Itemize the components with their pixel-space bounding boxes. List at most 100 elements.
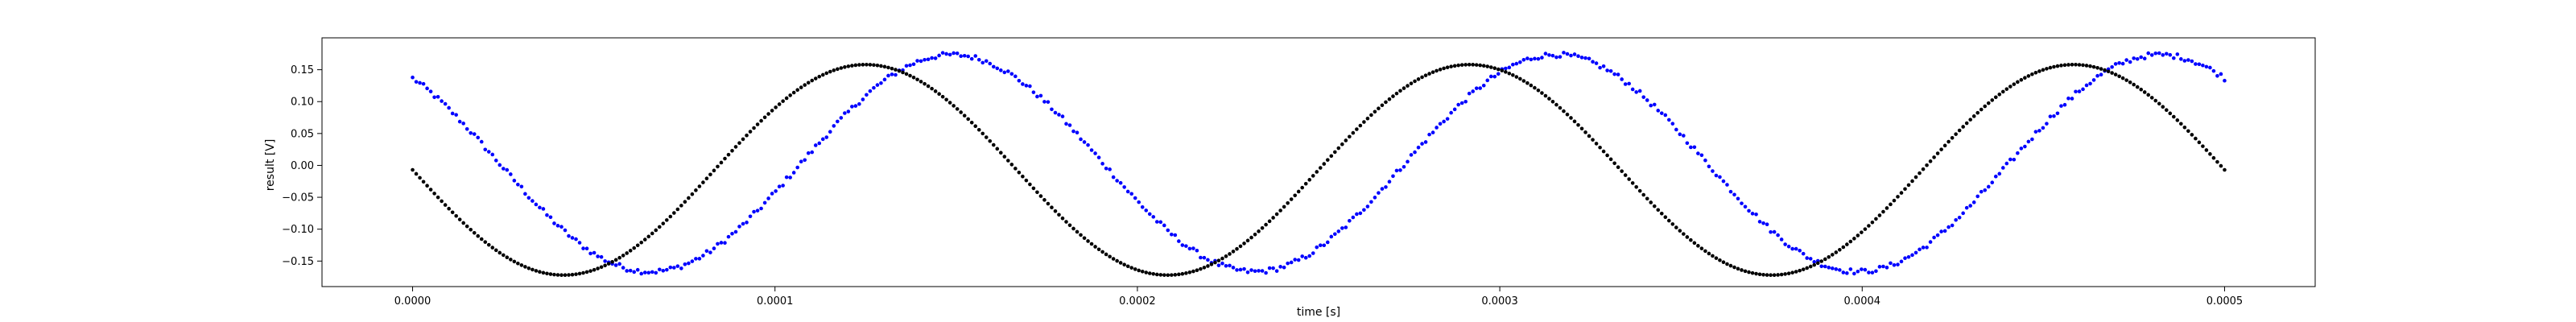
data-point <box>1674 225 1678 229</box>
data-point <box>509 172 513 176</box>
data-point <box>741 137 745 142</box>
data-point <box>1601 149 1606 154</box>
data-point <box>1718 258 1722 262</box>
data-point <box>2120 61 2125 66</box>
data-point <box>1394 91 1399 96</box>
data-point <box>1583 130 1587 134</box>
data-point <box>1311 174 1315 178</box>
data-point <box>1199 266 1203 271</box>
data-point <box>1348 134 1352 139</box>
data-point <box>1641 192 1646 197</box>
data-point <box>440 199 444 204</box>
data-point <box>2194 62 2198 66</box>
data-point <box>908 63 912 68</box>
data-point <box>2066 63 2070 67</box>
data-point <box>548 272 553 276</box>
data-point <box>1550 53 1555 58</box>
data-point <box>2088 81 2092 86</box>
data-point <box>1990 98 1995 102</box>
data-point <box>1765 273 1769 277</box>
data-point <box>1100 250 1104 254</box>
data-point <box>2164 108 2169 113</box>
data-point <box>628 268 633 273</box>
data-point <box>766 112 770 116</box>
data-point <box>1024 84 1029 88</box>
data-point <box>911 62 916 67</box>
data-point <box>2124 78 2128 82</box>
data-point <box>810 78 815 83</box>
data-point <box>1736 266 1740 271</box>
data-point <box>1616 165 1620 170</box>
data-point <box>2208 65 2212 70</box>
data-point <box>2099 67 2103 71</box>
y-tick-label: 0.05 <box>291 128 314 140</box>
data-point <box>1823 257 1827 262</box>
data-point <box>828 69 832 74</box>
data-point <box>1057 213 1061 217</box>
data-point <box>1423 140 1428 144</box>
data-point <box>1122 262 1126 267</box>
data-point <box>791 90 796 95</box>
data-point <box>1750 270 1755 275</box>
data-point <box>1910 253 1914 258</box>
data-point <box>2186 129 2190 134</box>
data-point <box>2062 102 2067 107</box>
data-point <box>1637 89 1642 93</box>
data-point <box>679 204 683 208</box>
data-point <box>1620 169 1624 173</box>
data-point <box>1860 267 1864 271</box>
data-point <box>1369 200 1373 204</box>
data-point <box>2026 139 2031 144</box>
data-point <box>1170 273 1174 277</box>
data-point <box>901 70 905 75</box>
data-point <box>919 80 923 84</box>
data-point <box>1303 255 1308 260</box>
data-point <box>1038 93 1043 98</box>
data-point <box>687 196 691 200</box>
data-point <box>1079 137 1083 142</box>
data-point <box>1296 258 1301 262</box>
data-point <box>1096 247 1101 252</box>
data-point <box>952 51 956 56</box>
data-point <box>1889 261 1893 266</box>
data-point <box>1637 188 1642 193</box>
data-point <box>1031 90 1036 94</box>
x-axis-ticks: 0.0000 0.0001 0.0002 0.0003 0.0004 0.0005 <box>394 287 2243 308</box>
data-point <box>1714 173 1719 178</box>
data-point <box>1852 237 1856 241</box>
data-point <box>1206 264 1210 268</box>
data-point <box>654 270 658 275</box>
data-point <box>505 255 510 260</box>
data-point <box>625 251 629 255</box>
data-point <box>610 260 614 264</box>
data-point <box>2103 68 2107 72</box>
data-point <box>1845 271 1849 275</box>
data-point <box>1765 222 1769 227</box>
data-point <box>2146 51 2151 56</box>
x-tick-label: 0.0000 <box>394 295 431 308</box>
data-point <box>2113 72 2118 76</box>
data-point <box>1772 273 1777 277</box>
data-point <box>1732 192 1736 197</box>
data-point <box>882 77 887 82</box>
data-point <box>2149 96 2154 100</box>
data-point <box>1874 217 1878 221</box>
data-point <box>1736 196 1740 201</box>
data-point <box>1754 271 1758 276</box>
data-point <box>865 93 869 97</box>
data-point <box>2106 69 2111 74</box>
data-point <box>596 266 600 270</box>
data-point <box>1623 82 1628 86</box>
x-tick-label: 0.0001 <box>757 295 794 308</box>
data-point <box>752 126 756 130</box>
data-point <box>1649 103 1653 108</box>
data-point <box>1311 251 1315 255</box>
data-point <box>2059 64 2063 68</box>
data-point <box>991 64 996 69</box>
data-point <box>1913 175 1918 180</box>
data-point <box>2055 111 2060 116</box>
data-point <box>639 271 644 276</box>
data-point <box>701 180 705 184</box>
data-point <box>1921 246 1926 250</box>
data-point <box>2179 122 2183 126</box>
